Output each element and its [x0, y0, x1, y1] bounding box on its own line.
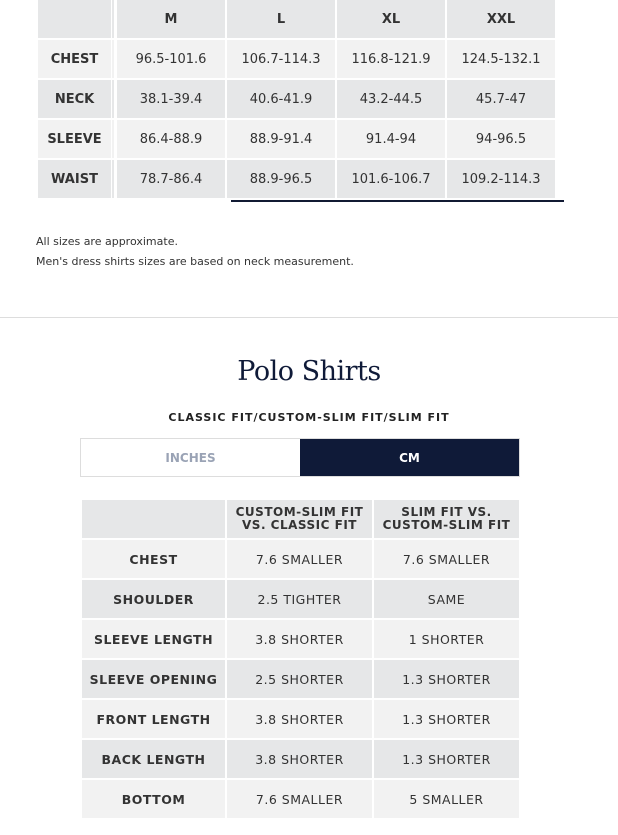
table-cell: 3.8 SHORTER [227, 740, 372, 778]
header-cell: M [117, 0, 225, 38]
header-cell: CUSTOM-SLIM FIT VS. CLASSIC FIT [227, 500, 372, 538]
table-cell: 78.7-86.4 [117, 160, 225, 198]
inches-button[interactable]: INCHES [81, 439, 300, 476]
row-label: SLEEVE OPENING [82, 660, 225, 698]
table-cell: 7.6 SMALLER [374, 540, 519, 578]
table-cell: 1.3 SHORTER [374, 660, 519, 698]
row-label: WAIST [38, 160, 115, 198]
row-label: BOTTOM [82, 780, 225, 818]
table-row: BOTTOM 7.6 SMALLER 5 SMALLER [82, 780, 519, 818]
header-cell [82, 500, 225, 538]
table-row: NECK 38.1-39.4 40.6-41.9 43.2-44.5 45.7-47 [38, 80, 555, 118]
table-cell: 88.9-91.4 [227, 120, 335, 158]
size-table: M L XL XXL CHEST 96.5-101.6 106.7-114.3 116… [36, 0, 557, 200]
table-cell: 7.6 SMALLER [227, 540, 372, 578]
cm-button[interactable]: CM [300, 439, 519, 476]
table-row: CHEST 7.6 SMALLER 7.6 SMALLER [82, 540, 519, 578]
table-cell: 96.5-101.6 [117, 40, 225, 78]
unit-toggle[interactable]: INCHES CM [80, 438, 520, 477]
table-row: CHEST 96.5-101.6 106.7-114.3 116.8-121.9 124… [38, 40, 555, 78]
table-cell: 40.6-41.9 [227, 80, 335, 118]
table-cell: 7.6 SMALLER [227, 780, 372, 818]
table-cell: 86.4-88.9 [117, 120, 225, 158]
table-row: SLEEVE OPENING 2.5 SHORTER 1.3 SHORTER [82, 660, 519, 698]
table-row: FRONT LENGTH 3.8 SHORTER 1.3 SHORTER [82, 700, 519, 738]
table-row: WAIST 78.7-86.4 88.9-96.5 101.6-106.7 109.2-… [38, 160, 555, 198]
table-cell: 124.5-132.1 [447, 40, 555, 78]
row-label: CHEST [82, 540, 225, 578]
table-cell: 5 SMALLER [374, 780, 519, 818]
table-row: BACK LENGTH 3.8 SHORTER 1.3 SHORTER [82, 740, 519, 778]
row-label: NECK [38, 80, 115, 118]
table-cell: 2.5 SHORTER [227, 660, 372, 698]
note-neck: Men's dress shirts sizes are based on ne… [36, 255, 354, 268]
page-title: Polo Shirts [237, 356, 381, 387]
polo-fit-table: CUSTOM-SLIM FIT VS. CLASSIC FIT SLIM FIT… [80, 498, 521, 820]
row-label: FRONT LENGTH [82, 700, 225, 738]
header-cell: XXL [447, 0, 555, 38]
table-header-row: M L XL XXL [38, 0, 555, 38]
fit-subtitle: CLASSIC FIT/CUSTOM-SLIM FIT/SLIM FIT [168, 411, 450, 424]
row-label: CHEST [38, 40, 115, 78]
table-cell: 38.1-39.4 [117, 80, 225, 118]
note-approximate: All sizes are approximate. [36, 235, 178, 248]
table-row: SLEEVE 86.4-88.9 88.9-91.4 91.4-94 94-96.5 [38, 120, 555, 158]
table-cell: 91.4-94 [337, 120, 445, 158]
table-row: SLEEVE LENGTH 3.8 SHORTER 1 SHORTER [82, 620, 519, 658]
table-header-row: CUSTOM-SLIM FIT VS. CLASSIC FIT SLIM FIT… [82, 500, 519, 538]
table-cell: 106.7-114.3 [227, 40, 335, 78]
table-cell: 3.8 SHORTER [227, 620, 372, 658]
table-cell: 1.3 SHORTER [374, 700, 519, 738]
table-cell: 88.9-96.5 [227, 160, 335, 198]
header-cell [38, 0, 115, 38]
table-cell: 109.2-114.3 [447, 160, 555, 198]
section-divider [0, 317, 618, 318]
table-cell: 1 SHORTER [374, 620, 519, 658]
table-cell: 101.6-106.7 [337, 160, 445, 198]
header-cell: L [227, 0, 335, 38]
table-row: SHOULDER 2.5 TIGHTER SAME [82, 580, 519, 618]
row-label: SHOULDER [82, 580, 225, 618]
table-cell: 94-96.5 [447, 120, 555, 158]
row-label: SLEEVE [38, 120, 115, 158]
header-cell: SLIM FIT VS. CUSTOM-SLIM FIT [374, 500, 519, 538]
header-cell: XL [337, 0, 445, 38]
table-cell: 2.5 TIGHTER [227, 580, 372, 618]
table-cell: 45.7-47 [447, 80, 555, 118]
row-label: SLEEVE LENGTH [82, 620, 225, 658]
row-label: BACK LENGTH [82, 740, 225, 778]
tab-underline [231, 200, 564, 202]
table-cell: 3.8 SHORTER [227, 700, 372, 738]
table-cell: SAME [374, 580, 519, 618]
table-cell: 43.2-44.5 [337, 80, 445, 118]
table-cell: 116.8-121.9 [337, 40, 445, 78]
table-cell: 1.3 SHORTER [374, 740, 519, 778]
